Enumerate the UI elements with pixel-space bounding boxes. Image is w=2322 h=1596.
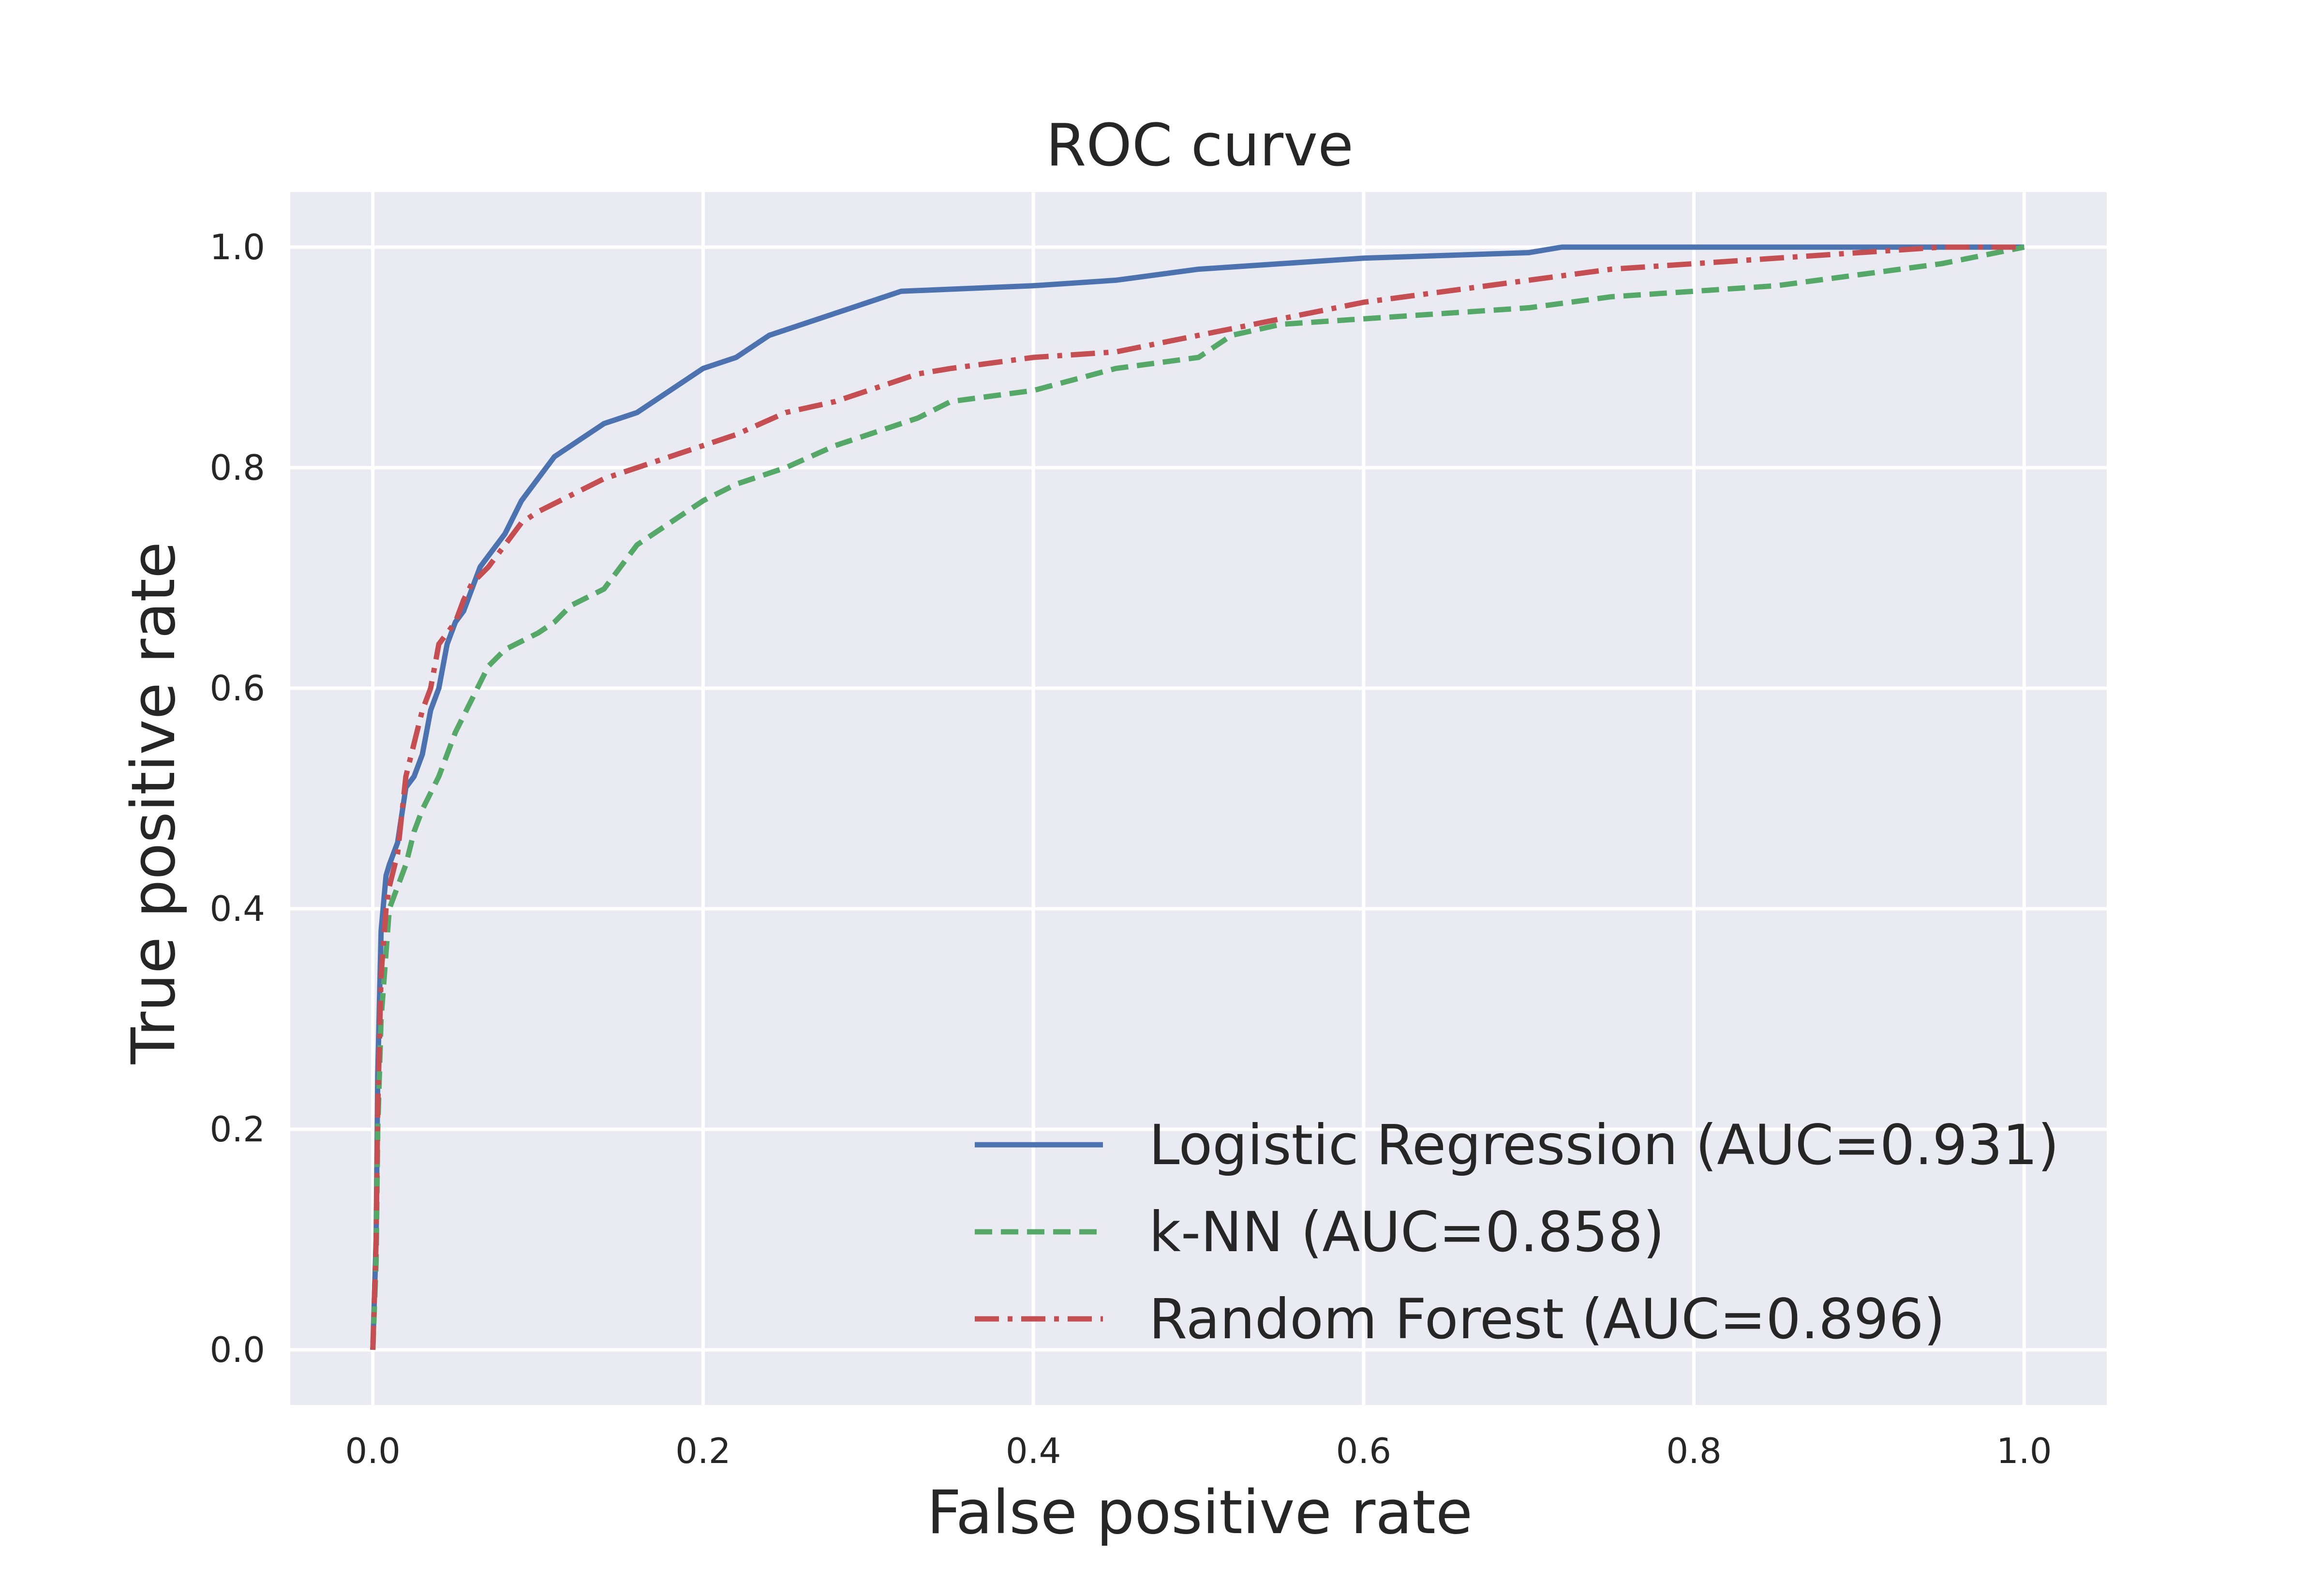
legend-label: Logistic Regression (AUC=0.931)	[1149, 1113, 2059, 1177]
legend: Logistic Regression (AUC=0.931) k-NN (AUC…	[975, 1113, 2059, 1351]
y-axis-ticks: 0.0 0.2 0.4 0.6 0.8 1.0	[209, 227, 265, 1370]
legend-item-knn: k-NN (AUC=0.858)	[975, 1200, 1665, 1264]
x-tick-label: 1.0	[1996, 1431, 2052, 1471]
x-axis-ticks: 0.0 0.2 0.4 0.6 0.8 1.0	[345, 1431, 2052, 1471]
chart-title: ROC curve	[1046, 112, 1354, 179]
series-lines	[370, 244, 2025, 1350]
y-tick-label: 0.6	[209, 668, 265, 709]
random-forest-line	[370, 244, 2024, 1350]
y-axis-label: True positive rate	[119, 542, 189, 1064]
legend-item-rf: Random Forest (AUC=0.896)	[975, 1287, 1945, 1351]
y-tick-label: 1.0	[209, 227, 265, 267]
legend-label: k-NN (AUC=0.858)	[1149, 1200, 1665, 1264]
y-tick-label: 0.8	[209, 447, 265, 488]
plot-area	[290, 192, 2107, 1405]
x-tick-label: 0.0	[345, 1431, 401, 1471]
x-tick-label: 0.6	[1336, 1431, 1392, 1471]
legend-item-logistic: Logistic Regression (AUC=0.931)	[975, 1113, 2059, 1177]
logistic-regression-line	[370, 244, 2024, 1350]
knn-line	[370, 244, 2025, 1350]
y-tick-label: 0.0	[209, 1330, 265, 1370]
y-tick-label: 0.2	[209, 1109, 265, 1150]
x-tick-label: 0.8	[1666, 1431, 1722, 1471]
x-tick-label: 0.4	[1006, 1431, 1061, 1471]
x-axis-label: False positive rate	[927, 1478, 1473, 1548]
legend-label: Random Forest (AUC=0.896)	[1149, 1287, 1945, 1351]
y-tick-label: 0.4	[209, 888, 265, 929]
grid-lines	[290, 192, 2107, 1405]
x-tick-label: 0.2	[675, 1431, 731, 1471]
